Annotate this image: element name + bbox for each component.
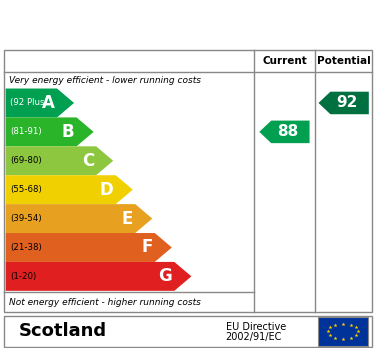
Polygon shape [6, 146, 113, 175]
Text: Current: Current [262, 56, 307, 66]
Polygon shape [318, 92, 369, 114]
Text: Scotland: Scotland [19, 323, 107, 340]
Text: 92: 92 [337, 95, 358, 110]
Text: (92 Plus): (92 Plus) [10, 98, 48, 108]
Text: Energy Efficiency Rating: Energy Efficiency Rating [64, 15, 312, 32]
Polygon shape [6, 204, 152, 233]
Text: A: A [42, 94, 55, 112]
Text: EU Directive: EU Directive [226, 322, 286, 332]
Text: (55-68): (55-68) [10, 185, 42, 194]
Text: F: F [141, 238, 153, 256]
Polygon shape [259, 121, 309, 143]
Text: Not energy efficient - higher running costs: Not energy efficient - higher running co… [9, 298, 201, 307]
Polygon shape [6, 88, 74, 117]
Text: (81-91): (81-91) [10, 127, 42, 136]
Polygon shape [6, 233, 172, 262]
Text: Very energy efficient - lower running costs: Very energy efficient - lower running co… [9, 76, 202, 85]
Text: C: C [82, 152, 94, 170]
Text: G: G [158, 267, 172, 285]
Text: B: B [62, 123, 74, 141]
Text: (69-80): (69-80) [10, 156, 42, 165]
Polygon shape [6, 262, 191, 291]
Bar [318, 317, 368, 346]
Text: 88: 88 [277, 124, 299, 139]
Text: (39-54): (39-54) [10, 214, 42, 223]
Polygon shape [6, 117, 94, 146]
Polygon shape [6, 175, 133, 204]
Text: Potential: Potential [317, 56, 370, 66]
Text: E: E [121, 209, 133, 228]
Text: 2002/91/EC: 2002/91/EC [226, 332, 282, 342]
Text: (21-38): (21-38) [10, 243, 42, 252]
Text: D: D [100, 181, 114, 199]
Text: (1-20): (1-20) [10, 272, 36, 281]
